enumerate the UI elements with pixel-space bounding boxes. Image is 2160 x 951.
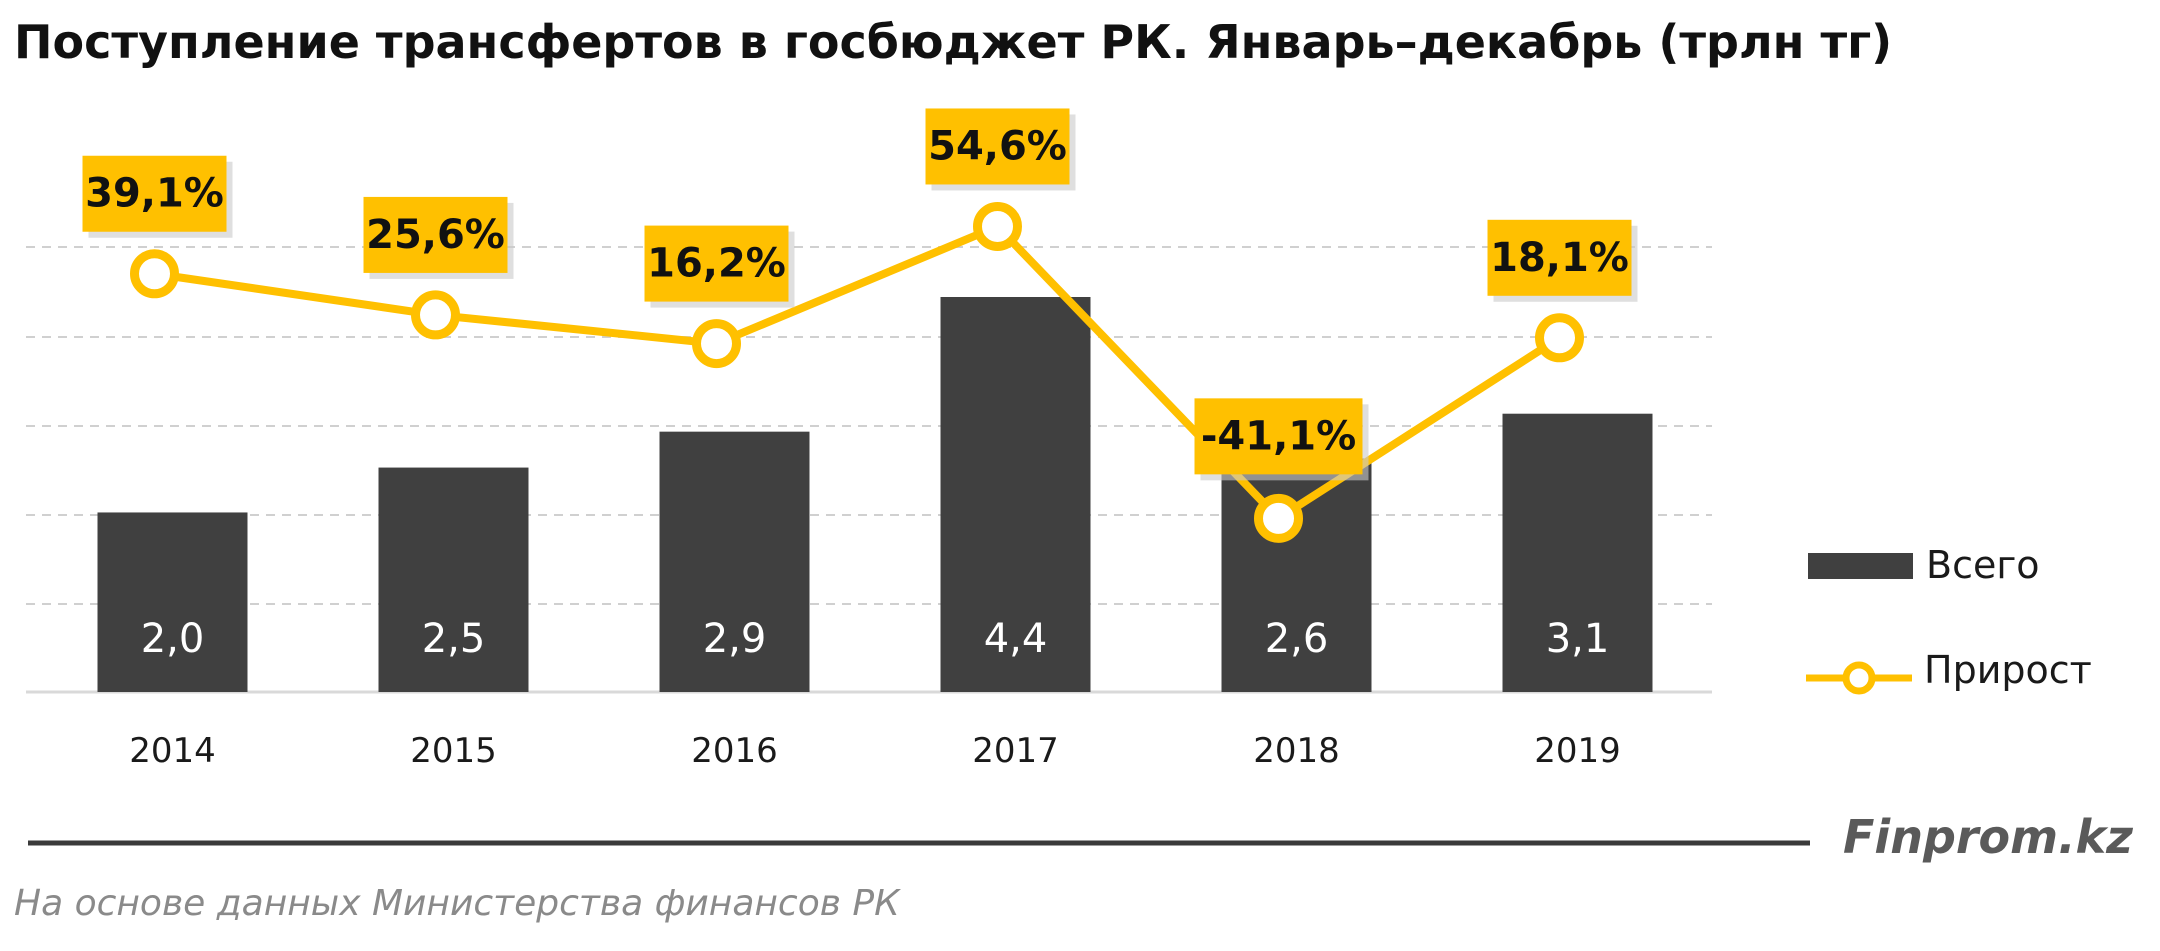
source-note: На основе данных Министерства финансов Р… [14, 883, 901, 924]
growth-callout-2015: 25,6% [363, 196, 514, 279]
growth-value-label: 39,1% [85, 171, 224, 217]
legend-line-marker [1842, 661, 1876, 695]
growth-callout-box [1194, 398, 1363, 475]
bar-value-label-2014: 2,0 [141, 616, 205, 662]
bar-2014 [97, 512, 248, 692]
growth-line-group [130, 201, 1584, 543]
growth-marker-2015 [411, 290, 460, 340]
growth-value-label: 25,6% [366, 212, 505, 258]
growth-line [153, 222, 1562, 523]
x-tick-2018: 2018 [1253, 731, 1340, 771]
growth-value-label: 18,1% [1490, 235, 1629, 281]
bar-value-label-2016: 2,9 [703, 616, 767, 662]
brand-logo-text: Finprom.kz [1843, 810, 2133, 864]
legend: Всего Прирост [1806, 543, 2092, 695]
growth-marker-2017 [973, 201, 1022, 251]
growth-value-label: -41,1% [1201, 413, 1356, 459]
legend-label-growth: Прирост [1924, 648, 2092, 692]
bar-2017 [940, 297, 1091, 692]
x-tick-2019: 2019 [1534, 731, 1621, 771]
growth-callout-2018: -41,1% [1194, 398, 1369, 481]
bar-2019 [1502, 413, 1653, 692]
bar-2016 [659, 431, 810, 692]
growth-marker-2019 [1535, 313, 1584, 363]
growth-callout-2014: 39,1% [82, 155, 233, 238]
x-tick-2017: 2017 [972, 731, 1059, 771]
growth-callout-box [82, 155, 227, 232]
bar-value-label-2017: 4,4 [984, 616, 1048, 662]
growth-callout-2017: 54,6% [925, 108, 1076, 191]
bar-value-label-2018: 2,6 [1265, 616, 1329, 662]
growth-callout-box [644, 225, 789, 302]
growth-marker-2016 [692, 319, 741, 369]
gridlines [26, 246, 1712, 605]
legend-label-total: Всего [1926, 543, 2040, 587]
growth-callout-2016: 16,2% [644, 225, 795, 308]
growth-value-label: 54,6% [928, 123, 1067, 169]
growth-callout-box [363, 196, 508, 273]
x-tick-labels: 2014 2015 2016 2017 2018 2019 [129, 731, 1621, 771]
growth-callout-box [1487, 219, 1632, 296]
x-tick-2016: 2016 [691, 731, 778, 771]
bar-value-label-2015: 2,5 [422, 616, 486, 662]
chart-title: Поступление трансфертов в госбюджет РК. … [14, 15, 1892, 69]
growth-callout-box [925, 108, 1070, 185]
bars-group: 2,0 2,5 2,9 4,4 2,6 3,1 [97, 297, 1653, 692]
growth-marker-2014 [130, 249, 179, 299]
bar-value-label-2019: 3,1 [1546, 616, 1610, 662]
x-tick-2014: 2014 [129, 731, 216, 771]
bar-2018 [1221, 458, 1372, 692]
growth-value-label: 16,2% [647, 241, 786, 287]
growth-marker-2018 [1254, 493, 1303, 543]
legend-bar-swatch [1808, 553, 1913, 579]
growth-labels-group: 39,1% 25,6% 16,2% 54,6% -41,1% 18,1% [82, 108, 1638, 481]
bar-2015 [378, 467, 529, 692]
growth-callout-2019: 18,1% [1487, 219, 1638, 302]
x-tick-2015: 2015 [410, 731, 497, 771]
